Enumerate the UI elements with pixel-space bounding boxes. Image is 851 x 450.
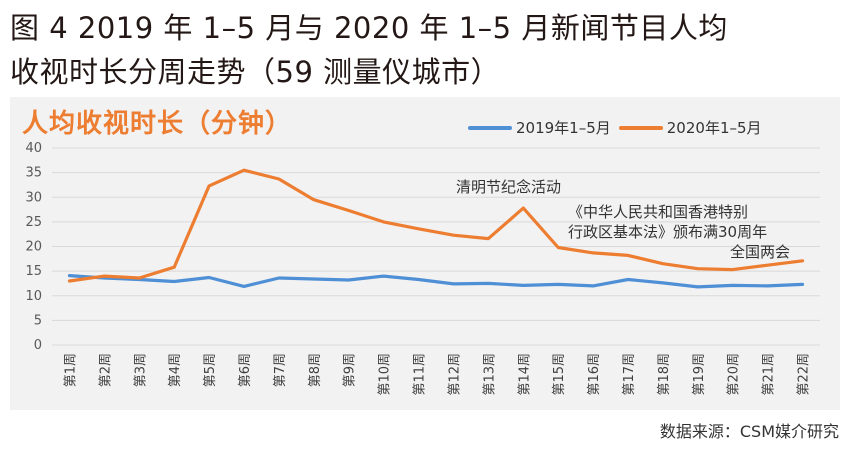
- legend-item-2019: 2019年1–5月: [468, 117, 611, 138]
- x-tick-label: 第10周: [378, 353, 393, 396]
- legend-swatch-2019: [468, 125, 512, 130]
- series-line-1: [67, 168, 805, 283]
- series-line-0: [67, 274, 805, 289]
- x-tick-label: 第5周: [203, 353, 218, 387]
- legend-swatch-2020: [618, 125, 663, 130]
- y-tick-label: 15: [25, 264, 42, 279]
- y-tick-label: 40: [25, 141, 42, 156]
- y-tick-label: 25: [25, 215, 42, 230]
- annotation-label: 全国两会: [730, 243, 790, 261]
- x-tick-label: 第7周: [273, 353, 288, 387]
- x-tick-label: 第21周: [762, 353, 777, 396]
- x-tick-label: 第14周: [517, 353, 532, 396]
- y-tick-label: 20: [25, 240, 42, 255]
- x-tick-label: 第16周: [587, 353, 602, 396]
- chart-title: 人均收视时长（分钟）: [22, 109, 293, 139]
- x-tick-label: 第19周: [692, 353, 707, 396]
- annotation-label: 行政区基本法》颁布满30周年: [568, 223, 767, 241]
- y-tick-label: 30: [25, 190, 42, 205]
- x-tick-label: 第1周: [63, 353, 78, 387]
- x-tick-label: 第17周: [622, 353, 637, 396]
- x-tick-label: 第15周: [552, 353, 567, 396]
- source-note: 数据来源：CSM媒介研究: [659, 422, 839, 441]
- x-tick-label: 第4周: [168, 353, 183, 387]
- chart-legend: 2019年1–5月 2020年1–5月: [468, 117, 762, 138]
- y-tick-label: 0: [34, 338, 42, 353]
- y-tick-label: 5: [34, 313, 42, 328]
- chart-panel: 人均收视时长（分钟） 2019年1–5月 2020年1–5月 0 5 10 15 20 2…: [10, 97, 840, 410]
- x-tick-label: 第12周: [447, 353, 462, 396]
- x-tick-label: 第3周: [133, 353, 148, 387]
- annotation-label: 《中华人民共和国香港特别: [568, 203, 748, 221]
- y-tick-label: 35: [25, 166, 42, 181]
- x-tick-label: 第20周: [727, 353, 742, 396]
- figure-title: 图 4 2019 年 1–5 月与 2020 年 1–5 月新闻节目人均 收视时…: [10, 6, 840, 94]
- y-tick-label: 10: [25, 289, 42, 304]
- annotation-label: 清明节纪念活动: [456, 178, 561, 196]
- legend-label-2019: 2019年1–5月: [516, 119, 611, 137]
- x-tick-label: 第18周: [657, 353, 672, 396]
- x-tick-label: 第13周: [482, 353, 497, 396]
- x-tick-label: 第2周: [98, 353, 113, 387]
- x-tick-label: 第6周: [238, 353, 253, 387]
- line-chart: 0 5 10 15 20 25 30 35 40 第1周 第2周 第3周 第4周 第5周 第6周 第7周 第8周…: [25, 141, 820, 396]
- legend-item-2020: 2020年1–5月: [618, 117, 762, 138]
- x-tick-label: 第8周: [308, 353, 323, 387]
- legend-label-2020: 2020年1–5月: [666, 119, 762, 137]
- x-tick-label: 第11周: [413, 353, 428, 396]
- figure-title-line2: 收视时长分周走势（59 测量仪城市）: [10, 55, 501, 89]
- x-tick-label: 第22周: [797, 353, 812, 396]
- x-tick-label: 第9周: [343, 353, 358, 387]
- figure-title-line1: 图 4 2019 年 1–5 月与 2020 年 1–5 月新闻节目人均: [10, 11, 728, 45]
